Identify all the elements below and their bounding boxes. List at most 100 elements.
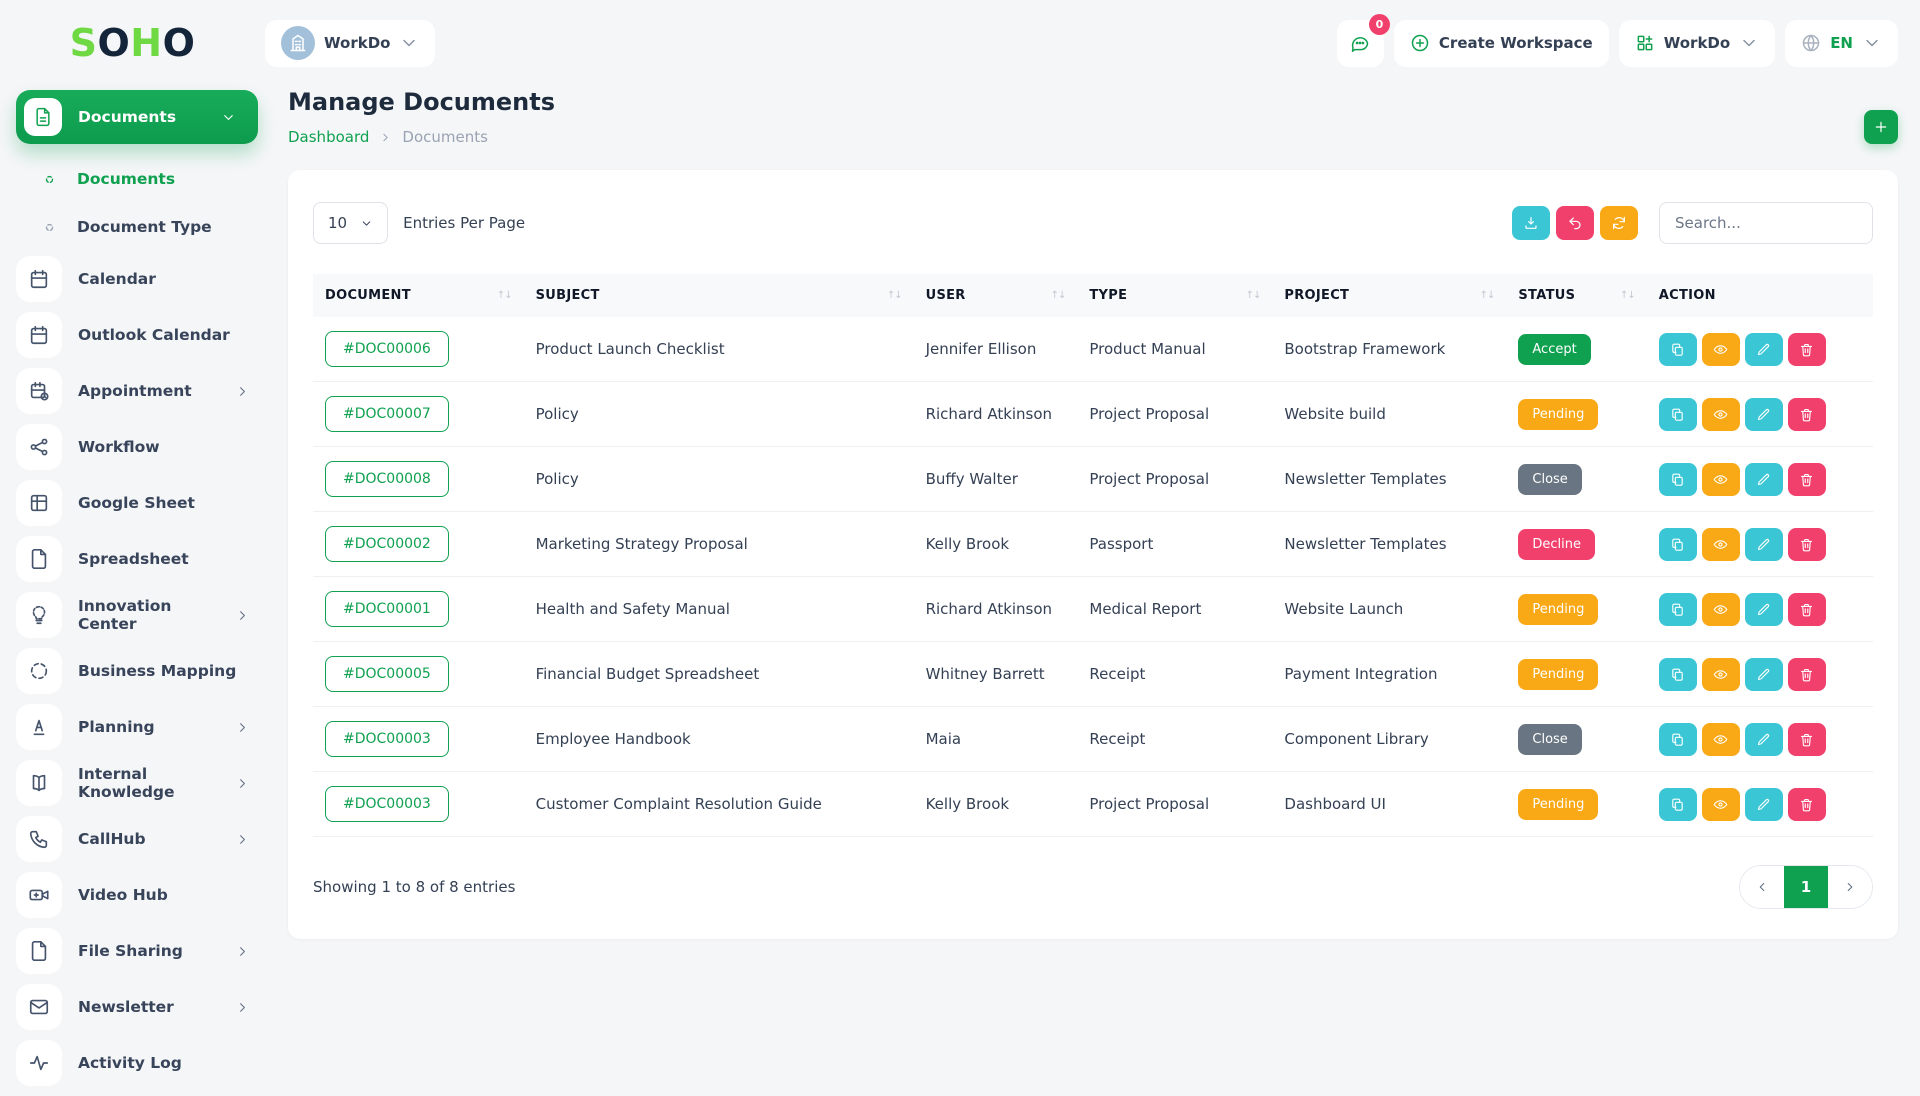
edit-button[interactable] [1744, 592, 1783, 626]
status-badge[interactable]: Accept [1518, 333, 1591, 365]
refresh-button[interactable] [1600, 206, 1638, 240]
edit-button[interactable] [1744, 657, 1783, 691]
column-header-project[interactable]: PROJECT ↑↓ [1272, 274, 1507, 317]
document-id-button[interactable]: #DOC00005 [325, 656, 449, 692]
sidebar-item-newsletter[interactable]: Newsletter [16, 984, 258, 1030]
eye-icon [1713, 667, 1728, 682]
create-workspace-button[interactable]: Create Workspace [1393, 19, 1609, 67]
edit-button[interactable] [1744, 527, 1783, 561]
pencil-icon [1756, 732, 1771, 747]
edit-button[interactable] [1744, 397, 1783, 431]
document-id-button[interactable]: #DOC00006 [325, 331, 449, 367]
sidebar-item-file-sharing[interactable]: File Sharing [16, 928, 258, 974]
sidebar-item-document-type[interactable]: Document Type [16, 208, 258, 246]
document-id-button[interactable]: #DOC00002 [325, 526, 449, 562]
edit-button[interactable] [1744, 787, 1783, 821]
document-id-button[interactable]: #DOC00007 [325, 396, 449, 432]
export-button[interactable] [1512, 206, 1550, 240]
column-header-user[interactable]: USER ↑↓ [913, 274, 1078, 317]
edit-button[interactable] [1744, 722, 1783, 756]
sidebar-item-planning[interactable]: Planning [16, 704, 258, 750]
document-id-button[interactable]: #DOC00008 [325, 461, 449, 497]
sidebar-item-workflow[interactable]: Workflow [16, 424, 258, 470]
view-button[interactable] [1701, 787, 1740, 821]
column-header-type[interactable]: TYPE ↑↓ [1077, 274, 1273, 317]
duplicate-button[interactable] [1658, 722, 1697, 756]
sidebar-item-appointment[interactable]: Appointment [16, 368, 258, 414]
delete-button[interactable] [1787, 527, 1826, 561]
pagination-next-button[interactable] [1828, 866, 1872, 908]
language-label: EN [1830, 34, 1853, 52]
column-header-subject[interactable]: SUBJECT ↑↓ [523, 274, 914, 317]
sidebar-item-google-sheet[interactable]: Google Sheet [16, 480, 258, 526]
status-badge[interactable]: Pending [1518, 658, 1599, 690]
column-header-document[interactable]: DOCUMENT ↑↓ [313, 274, 524, 317]
trash-icon [1799, 732, 1814, 747]
duplicate-button[interactable] [1658, 332, 1697, 366]
edit-button[interactable] [1744, 332, 1783, 366]
sidebar-item-video-hub[interactable]: Video Hub [16, 872, 258, 918]
column-header-status[interactable]: STATUS ↑↓ [1506, 274, 1647, 317]
view-button[interactable] [1701, 657, 1740, 691]
delete-button[interactable] [1787, 462, 1826, 496]
view-button[interactable] [1701, 462, 1740, 496]
document-id-button[interactable]: #DOC00003 [325, 721, 449, 757]
language-selector[interactable]: EN [1785, 19, 1898, 67]
sidebar-item-documents[interactable]: Documents [16, 160, 258, 198]
duplicate-button[interactable] [1658, 397, 1697, 431]
view-button[interactable] [1701, 332, 1740, 366]
status-badge[interactable]: Close [1518, 723, 1582, 755]
delete-button[interactable] [1787, 397, 1826, 431]
sidebar-item-outlook-calendar[interactable]: Outlook Calendar [16, 312, 258, 358]
duplicate-button[interactable] [1658, 592, 1697, 626]
copy-icon [1670, 602, 1685, 617]
messages-button[interactable]: 0 [1336, 13, 1390, 67]
view-button[interactable] [1701, 527, 1740, 561]
status-badge[interactable]: Decline [1518, 528, 1596, 560]
sidebar-item-calendar[interactable]: Calendar [16, 256, 258, 302]
delete-button[interactable] [1787, 332, 1826, 366]
sidebar-item-innovation-center[interactable]: Innovation Center [16, 592, 258, 638]
status-badge[interactable]: Pending [1518, 788, 1599, 820]
view-button[interactable] [1701, 397, 1740, 431]
status-badge[interactable]: Pending [1518, 593, 1599, 625]
delete-button[interactable] [1787, 657, 1826, 691]
pagination-prev-button[interactable] [1740, 866, 1784, 908]
search-input[interactable] [1659, 202, 1873, 244]
breadcrumb-current: Documents [402, 128, 488, 146]
document-id-button[interactable]: #DOC00003 [325, 786, 449, 822]
sidebar-item-callhub[interactable]: CallHub [16, 816, 258, 862]
pagination-page-1[interactable]: 1 [1784, 866, 1828, 908]
status-badge[interactable]: Pending [1518, 398, 1599, 430]
reset-button[interactable] [1556, 206, 1594, 240]
sidebar-item-business-mapping[interactable]: Business Mapping [16, 648, 258, 694]
duplicate-button[interactable] [1658, 657, 1697, 691]
sidebar-item-activity-log[interactable]: Activity Log [16, 1040, 258, 1086]
sidebar-item-spreadsheet[interactable]: Spreadsheet [16, 536, 258, 582]
entries-summary: Showing 1 to 8 of 8 entries [313, 878, 516, 896]
breadcrumb-dashboard-link[interactable]: Dashboard [288, 128, 370, 146]
edit-button[interactable] [1744, 462, 1783, 496]
table-row: #DOC00007 Policy Richard Atkinson Project P… [313, 381, 1873, 447]
delete-button[interactable] [1787, 787, 1826, 821]
duplicate-button[interactable] [1658, 462, 1697, 496]
view-button[interactable] [1701, 592, 1740, 626]
sidebar-item-label: Outlook Calendar [78, 326, 230, 344]
actions-cell [1646, 706, 1873, 772]
add-document-button[interactable] [1864, 110, 1898, 144]
duplicate-button[interactable] [1658, 787, 1697, 821]
sidebar-item-label: Business Mapping [78, 662, 237, 680]
sidebar-item-internal-knowledge[interactable]: Internal Knowledge [16, 760, 258, 806]
document-id-button[interactable]: #DOC00001 [325, 591, 449, 627]
delete-button[interactable] [1787, 722, 1826, 756]
workspace-switcher[interactable]: WorkDo [265, 19, 436, 67]
sidebar-item-documents[interactable]: Documents [16, 90, 258, 144]
status-badge[interactable]: Close [1518, 463, 1582, 495]
duplicate-button[interactable] [1658, 527, 1697, 561]
user-cell: Maia [913, 706, 1078, 772]
view-button[interactable] [1701, 722, 1740, 756]
entries-per-page-select[interactable]: 10 [313, 202, 389, 244]
delete-button[interactable] [1787, 592, 1826, 626]
app-menu-button[interactable]: WorkDo [1618, 19, 1776, 67]
